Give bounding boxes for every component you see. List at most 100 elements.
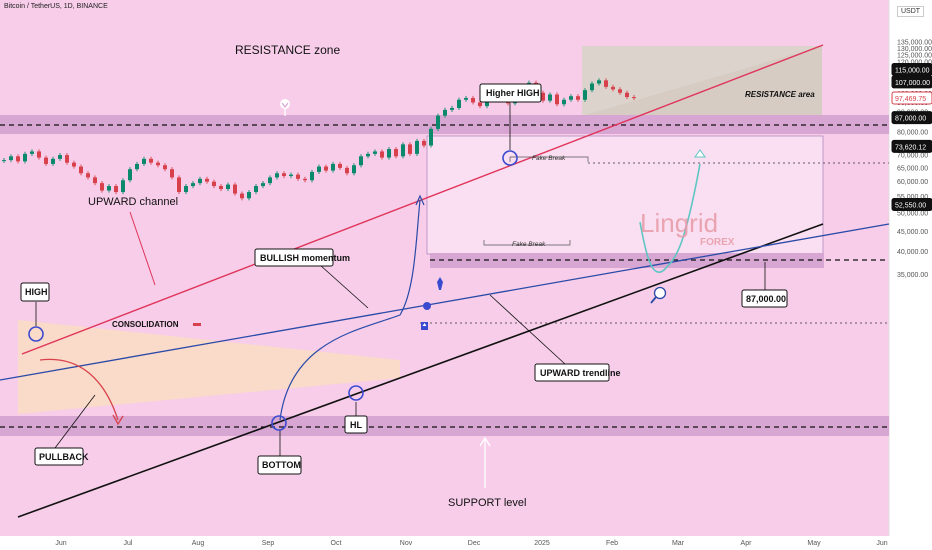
candle [611, 84, 615, 92]
x-tick-label: Jun [55, 540, 66, 547]
candle [394, 146, 398, 159]
candle [548, 92, 552, 103]
candle [114, 183, 118, 195]
svg-text:52,550.00: 52,550.00 [895, 203, 926, 210]
support-level-label: SUPPORT level [448, 497, 526, 509]
candle [289, 172, 293, 179]
candle [429, 126, 433, 148]
channel-label-pointer [129, 211, 156, 286]
chart-header: Bitcoin / TetherUS, 1D, BINANCE [4, 3, 108, 10]
consolidation-zone [18, 320, 400, 414]
candle [401, 142, 405, 159]
watermark: Lingrid [640, 208, 718, 238]
x-tick-label: Mar [672, 540, 685, 547]
y-tick-label: 35,000.00 [897, 272, 928, 279]
candle [373, 149, 377, 156]
x-axis: Jun Jul Aug Sep Oct Nov Dec 2025 Feb Mar Apr May Jun [55, 540, 887, 547]
candle [604, 78, 608, 89]
svg-text:UPWARD trendline: UPWARD trendline [540, 368, 621, 378]
candle [324, 164, 328, 173]
candle [408, 142, 412, 156]
candle [9, 154, 13, 163]
x-tick-label: Oct [331, 540, 342, 547]
candle [296, 172, 300, 181]
projection-path [639, 163, 701, 273]
hl-marker [348, 385, 364, 401]
price-tag: 87,000.00 [891, 111, 932, 125]
candle [555, 92, 559, 107]
y-tick-label: 130,000.00 [897, 46, 932, 53]
trendline-pointer [489, 294, 566, 365]
candle [583, 88, 587, 102]
hl-callout: HL [344, 415, 368, 434]
candle [44, 155, 48, 167]
y-tick-label: 40,000.00 [897, 249, 928, 256]
candle [562, 97, 566, 107]
breakout-dot [423, 302, 431, 310]
support-87k-band [430, 253, 824, 268]
candle [135, 161, 139, 172]
price-tag: 52,550.00 [891, 198, 932, 212]
candle [254, 183, 258, 195]
y-tick-label: 125,000.00 [897, 53, 932, 60]
candle [79, 164, 83, 176]
candle [2, 158, 6, 164]
fake-break-bottom-label: Fake Break [512, 241, 546, 248]
candle [366, 151, 370, 159]
currency-label: USDT [897, 6, 925, 17]
candle [415, 138, 419, 156]
y-tick-label: 135,000.00 [897, 39, 932, 46]
candle [345, 165, 349, 176]
candle [233, 182, 237, 196]
rocket-icon [437, 277, 443, 290]
candle [156, 160, 160, 168]
pullback-arrowhead-icon [112, 414, 124, 426]
flag-icon [193, 323, 201, 326]
svg-text:107,000.00: 107,000.00 [895, 80, 930, 87]
candle [247, 189, 251, 201]
candle [359, 154, 363, 168]
candle [352, 163, 356, 176]
candle [72, 160, 76, 169]
bottom-callout: BOTTOM [257, 455, 302, 475]
price-tag: 97,469.75 [891, 91, 932, 105]
support-band [0, 416, 889, 436]
resistance-area-shade [582, 46, 822, 116]
high-marker [28, 326, 44, 342]
svg-text:HL: HL [350, 420, 362, 430]
price-tag: 107,000.00 [891, 75, 932, 89]
momentum-curve [279, 199, 421, 421]
x-tick-label: Jul [124, 540, 133, 547]
candle [184, 183, 188, 195]
candle [205, 176, 209, 184]
candle [625, 90, 629, 100]
candle [268, 175, 272, 186]
candle [86, 171, 90, 180]
higher-high-callout: Higher HIGH [479, 83, 542, 103]
candle [212, 179, 216, 189]
svg-text:115,000.00: 115,000.00 [895, 68, 930, 75]
momentum-arrowhead-icon [415, 194, 425, 206]
candle [282, 171, 286, 179]
svg-text:97,469.75: 97,469.75 [895, 96, 926, 103]
x-tick-label: Feb [606, 540, 618, 547]
candle [128, 167, 132, 183]
x-tick-label: Apr [741, 540, 753, 547]
candle [226, 182, 230, 192]
y-tick-label: 60,000.00 [897, 179, 928, 186]
candle [198, 176, 202, 186]
candle [303, 176, 307, 183]
y-tick-label: 45,000.00 [897, 229, 928, 236]
candle [597, 78, 601, 86]
arrow-up-icon [422, 323, 427, 326]
fake-break-top-bracket [509, 156, 589, 162]
candle [51, 156, 55, 167]
candle [457, 97, 461, 111]
candle [450, 105, 454, 112]
candle [177, 175, 181, 195]
candle [163, 163, 167, 172]
candle [30, 149, 34, 156]
candle [121, 178, 125, 195]
svg-text:HIGH: HIGH [25, 287, 48, 297]
